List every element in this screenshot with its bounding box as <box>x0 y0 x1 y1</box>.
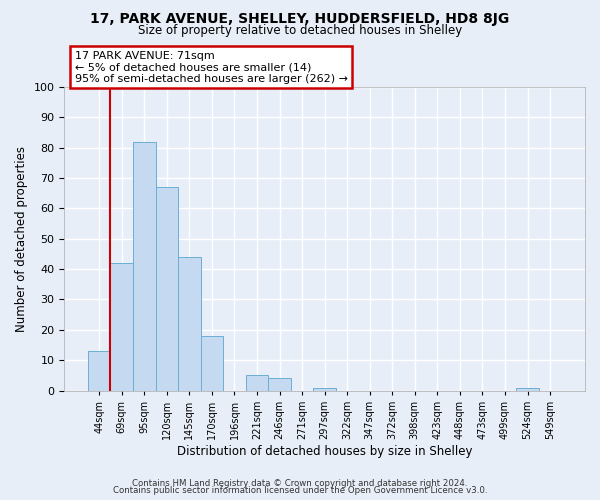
Bar <box>88 351 110 391</box>
Bar <box>110 263 133 390</box>
Y-axis label: Number of detached properties: Number of detached properties <box>15 146 28 332</box>
Bar <box>246 376 268 390</box>
Text: Size of property relative to detached houses in Shelley: Size of property relative to detached ho… <box>138 24 462 37</box>
Bar <box>516 388 539 390</box>
X-axis label: Distribution of detached houses by size in Shelley: Distribution of detached houses by size … <box>177 444 472 458</box>
Text: Contains HM Land Registry data © Crown copyright and database right 2024.: Contains HM Land Registry data © Crown c… <box>132 478 468 488</box>
Bar <box>178 257 200 390</box>
Bar <box>133 142 155 390</box>
Text: 17, PARK AVENUE, SHELLEY, HUDDERSFIELD, HD8 8JG: 17, PARK AVENUE, SHELLEY, HUDDERSFIELD, … <box>91 12 509 26</box>
Bar <box>268 378 291 390</box>
Text: Contains public sector information licensed under the Open Government Licence v3: Contains public sector information licen… <box>113 486 487 495</box>
Bar <box>200 336 223 390</box>
Text: 17 PARK AVENUE: 71sqm
← 5% of detached houses are smaller (14)
95% of semi-detac: 17 PARK AVENUE: 71sqm ← 5% of detached h… <box>74 51 347 84</box>
Bar <box>313 388 336 390</box>
Bar <box>155 187 178 390</box>
